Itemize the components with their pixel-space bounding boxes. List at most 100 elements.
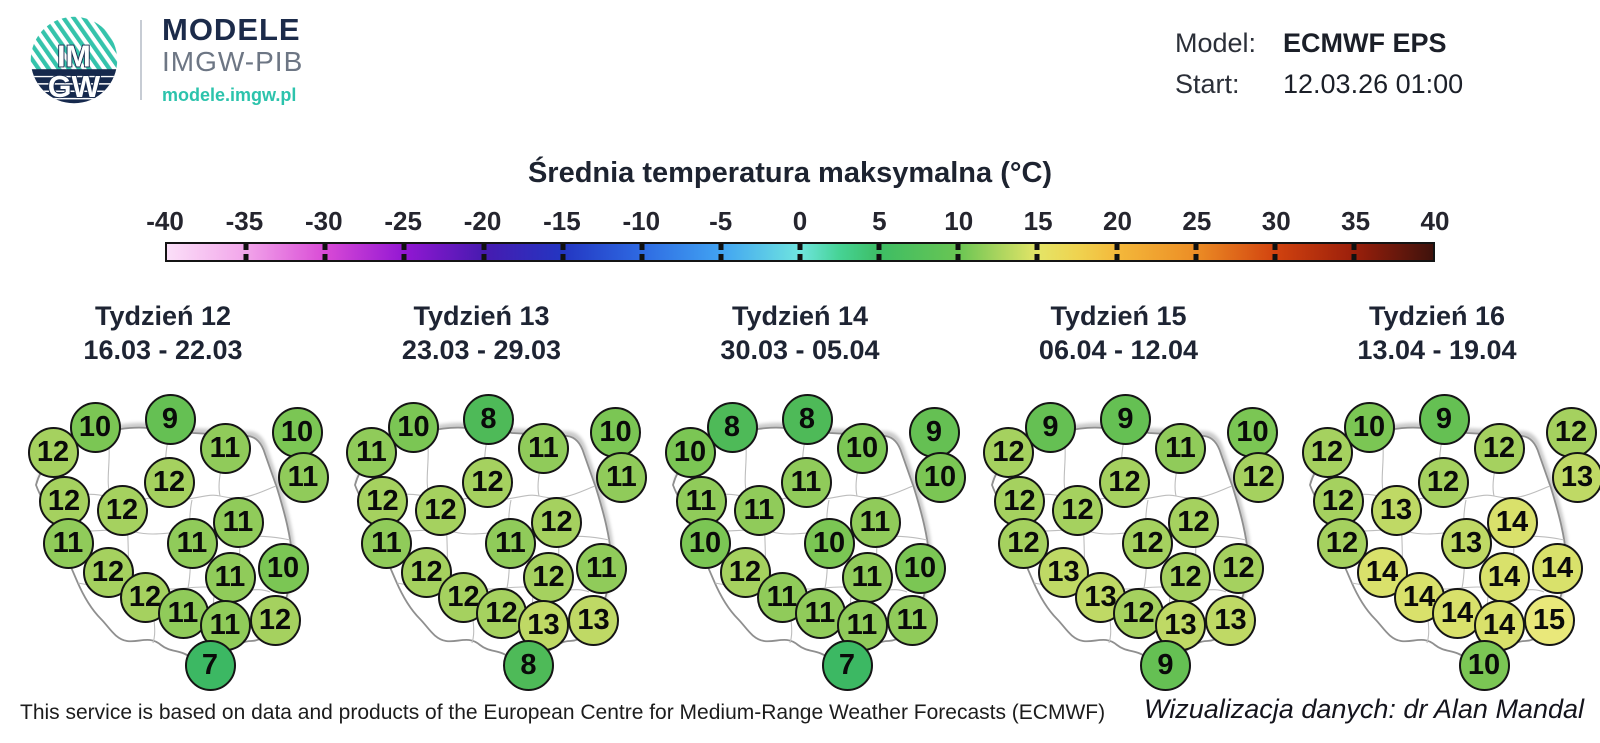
credit-text: Wizualizacja danych: dr Alan Mandal	[1144, 694, 1584, 724]
brand-title: MODELE	[162, 12, 301, 48]
colorbar-tick-mark	[797, 254, 803, 260]
temperature-marker: 14	[1531, 542, 1583, 594]
attribution-text: This service is based on data and produc…	[20, 701, 1106, 724]
temperature-marker: 10	[271, 406, 323, 458]
temperature-marker: 7	[184, 639, 236, 691]
week-header: Tydzień 14 30.03 - 05.04	[647, 300, 953, 368]
colorbar-tick-mark	[1272, 244, 1278, 250]
temperature-marker: 13	[568, 594, 619, 646]
temperature-marker: 11	[518, 422, 569, 474]
temperature-marker: 12	[1316, 517, 1368, 569]
week-title: Tydzień 13	[413, 301, 550, 331]
colorbar-tick-label: -30	[304, 206, 343, 236]
week-header: Tydzień 12 16.03 - 22.03	[10, 300, 316, 368]
weekly-maps-row: Tydzień 12 16.03 - 22.03 10 9 12 11 10 11 12 12 1…	[10, 300, 1600, 712]
temperature-marker: 12	[1233, 451, 1284, 503]
colorbar-tick-mark	[955, 254, 961, 260]
temperature-marker: 14	[1478, 551, 1530, 603]
temperature-marker: 9	[144, 393, 196, 445]
colorbar-tick-label: 10	[944, 206, 974, 236]
colorbar-tick-mark	[718, 244, 724, 250]
temperature-marker: 9	[908, 406, 960, 458]
colorbar-tick-mark	[1351, 254, 1357, 260]
temperature-marker: 11	[780, 456, 832, 508]
week-header: Tydzień 15 06.04 - 12.04	[966, 300, 1272, 368]
temperature-marker: 9	[1025, 401, 1076, 453]
temperature-marker: 10	[803, 517, 855, 569]
temperature-marker: 12	[462, 456, 513, 508]
temperature-marker: 10	[388, 401, 439, 453]
temperature-marker: 13	[1551, 451, 1600, 503]
colorbar-tick-mark	[481, 254, 486, 260]
week-title: Tydzień 14	[731, 301, 869, 331]
poland-map: 9 9 12 11 10 12 12 12 12 12 12 12 13 12 12 13 12 13 13 9	[966, 380, 1284, 700]
poland-map: 10 9 12 12 12 13 12 12 13 12 14 13 14 14 14 14 14 14 15 10	[1284, 380, 1600, 700]
temperature-marker: 12	[357, 475, 408, 527]
week-header: Tydzień 13 23.03 - 29.03	[329, 300, 635, 368]
temperature-marker: 8	[463, 393, 514, 445]
colorbar-tick-mark	[1114, 254, 1119, 260]
week-title: Tydzień 15	[1050, 301, 1187, 331]
temperature-marker: 9	[1418, 393, 1470, 445]
colorbar-tick-mark	[401, 244, 407, 250]
colorbar-tick-mark	[243, 244, 249, 250]
temperature-marker: 12	[1168, 496, 1219, 548]
week-column: Tydzień 15 06.04 - 12.04 9 9 12 11 10 12 12 12 12…	[966, 300, 1284, 705]
temperature-marker: 11	[277, 451, 329, 503]
colorbar-tick-mark	[955, 244, 961, 250]
model-info: Model: ECMWF EPS Start: 12.03.26 01:00	[1175, 28, 1463, 100]
temperature-marker: 12	[96, 484, 148, 536]
temperature-marker: 11	[1155, 422, 1206, 474]
colorbar-tick-mark	[718, 254, 724, 260]
temperature-marker: 11	[199, 422, 251, 474]
model-label: Model:	[1175, 28, 1257, 58]
colorbar-tick-label: 15	[1023, 206, 1053, 236]
logo-divider	[140, 20, 142, 100]
temperature-marker: 7	[821, 639, 873, 691]
colorbar-tick-mark	[797, 244, 803, 250]
temperature-marker: 13	[1440, 517, 1492, 569]
temperature-marker: 12	[415, 484, 466, 536]
colorbar-labels: -40 -35 -30 -25 -20 -15 -10 -5 0 5 10 15 20 25 30 35 40	[146, 206, 1449, 238]
temperature-marker: 12	[1052, 484, 1103, 536]
week-dates: 06.04 - 12.04	[1038, 334, 1199, 365]
week-column: Tydzień 12 16.03 - 22.03 10 9 12 11 10 11 12 12 1…	[10, 300, 329, 705]
week-title: Tydzień 16	[1368, 301, 1506, 331]
temperature-marker: 10	[1343, 401, 1395, 453]
colorbar-tick-mark	[1034, 254, 1040, 260]
temperature-marker: 8	[781, 393, 833, 445]
temperature-marker: 14	[1486, 496, 1538, 548]
colorbar-gradient	[165, 242, 1435, 262]
temperature-marker: 11	[199, 599, 251, 651]
week-column: Tydzień 16 13.04 - 19.04 10 9 12 12 12 13 12 12 1…	[1284, 300, 1600, 705]
temperature-marker: 12	[523, 551, 574, 603]
temperature-marker: 12	[1417, 456, 1469, 508]
week-dates: 16.03 - 22.03	[83, 334, 243, 365]
temperature-marker: 12	[249, 594, 301, 646]
imgw-logo: IM GW MODELE IMGW-PIB modele.imgw.pl	[28, 14, 303, 106]
week-title: Tydzień 12	[94, 301, 232, 331]
logo-text-im: IM	[57, 40, 91, 73]
temperature-marker: 9	[1100, 393, 1151, 445]
start-value: 12.03.26 01:00	[1283, 69, 1464, 99]
colorbar-tick-label: -40	[146, 206, 184, 236]
colorbar-tick-mark	[1034, 244, 1040, 250]
logo-text-gw: GW	[48, 71, 101, 104]
week-header: Tydzień 16 13.04 - 19.04	[1284, 300, 1590, 368]
colorbar-tick-label: -20	[463, 206, 502, 236]
temperature-marker: 12	[983, 426, 1034, 478]
model-value: ECMWF EPS	[1283, 28, 1447, 58]
colorbar-tick-mark	[1193, 244, 1199, 250]
temperature-marker: 10	[914, 451, 966, 503]
colorbar-tick-label: -15	[543, 206, 581, 236]
logo-text-block: MODELE IMGW-PIB modele.imgw.pl	[162, 14, 303, 105]
temperature-marker: 12	[531, 496, 582, 548]
week-dates: 23.03 - 29.03	[401, 334, 562, 365]
temperature-marker: 13	[518, 599, 569, 651]
temperature-marker: 9	[1140, 639, 1191, 691]
temperature-marker: 8	[706, 401, 758, 453]
brand-url-link[interactable]: modele.imgw.pl	[162, 84, 297, 105]
temperature-marker: 12	[143, 456, 195, 508]
temperature-marker: 8	[503, 639, 554, 691]
temperature-marker: 12	[1301, 426, 1353, 478]
